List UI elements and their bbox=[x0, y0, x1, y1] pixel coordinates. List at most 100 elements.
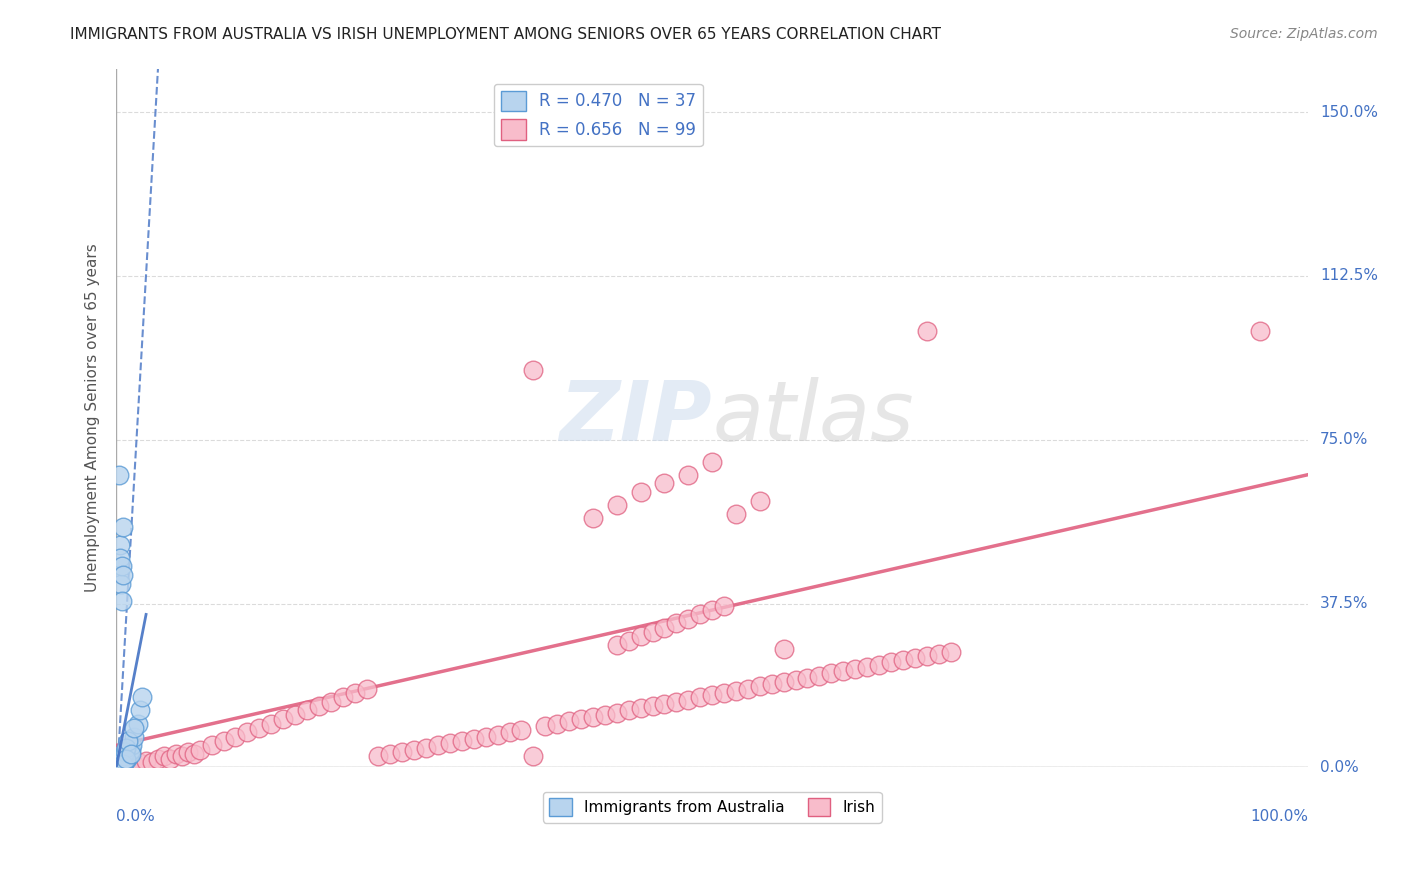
Point bbox=[582, 710, 605, 724]
Point bbox=[558, 714, 581, 729]
Point bbox=[724, 507, 747, 521]
Point bbox=[582, 511, 605, 525]
Point bbox=[808, 668, 831, 682]
Point bbox=[111, 559, 134, 574]
Point bbox=[120, 747, 142, 761]
Point bbox=[343, 686, 366, 700]
Point bbox=[856, 660, 879, 674]
Point bbox=[534, 719, 557, 733]
Point bbox=[141, 755, 163, 769]
Point bbox=[111, 568, 134, 582]
Point bbox=[772, 642, 794, 657]
Text: ZIP: ZIP bbox=[560, 377, 713, 458]
Point bbox=[678, 692, 700, 706]
Point bbox=[474, 730, 496, 744]
Point bbox=[606, 638, 628, 652]
Point bbox=[114, 754, 136, 768]
Point bbox=[486, 727, 509, 741]
Point bbox=[702, 688, 724, 702]
Text: 150.0%: 150.0% bbox=[1320, 104, 1378, 120]
Point bbox=[761, 677, 783, 691]
Point bbox=[122, 721, 145, 735]
Point bbox=[114, 751, 136, 765]
Point bbox=[617, 633, 640, 648]
Point bbox=[451, 734, 474, 748]
Point bbox=[569, 712, 592, 726]
Point bbox=[606, 706, 628, 720]
Point bbox=[114, 752, 136, 766]
Point bbox=[165, 747, 187, 761]
Point bbox=[546, 716, 568, 731]
Point bbox=[928, 647, 950, 661]
Point bbox=[820, 666, 842, 681]
Point bbox=[665, 695, 688, 709]
Point bbox=[153, 749, 176, 764]
Point bbox=[702, 603, 724, 617]
Point bbox=[904, 651, 927, 665]
Point bbox=[224, 730, 246, 744]
Text: 112.5%: 112.5% bbox=[1320, 268, 1378, 284]
Point bbox=[522, 749, 544, 764]
Y-axis label: Unemployment Among Seniors over 65 years: Unemployment Among Seniors over 65 years bbox=[86, 244, 100, 592]
Text: Source: ZipAtlas.com: Source: ZipAtlas.com bbox=[1230, 27, 1378, 41]
Point bbox=[939, 644, 962, 658]
Point bbox=[110, 756, 132, 770]
Point bbox=[678, 467, 700, 482]
Point bbox=[114, 745, 136, 759]
Point bbox=[891, 653, 914, 667]
Point bbox=[737, 681, 759, 696]
Point bbox=[159, 752, 181, 766]
Point bbox=[146, 751, 169, 765]
Point bbox=[713, 599, 735, 613]
Point bbox=[108, 467, 131, 482]
Point bbox=[111, 594, 134, 608]
Point bbox=[702, 454, 724, 468]
Point bbox=[1249, 324, 1271, 338]
Point bbox=[112, 756, 135, 771]
Point bbox=[713, 686, 735, 700]
Legend: Immigrants from Australia, Irish: Immigrants from Australia, Irish bbox=[543, 792, 882, 822]
Point bbox=[641, 624, 664, 639]
Point bbox=[112, 520, 135, 534]
Point bbox=[236, 725, 259, 739]
Point bbox=[284, 707, 307, 722]
Point bbox=[404, 743, 426, 757]
Point bbox=[112, 754, 135, 768]
Point bbox=[117, 758, 139, 772]
Point bbox=[122, 730, 145, 744]
Point bbox=[129, 704, 152, 718]
Point bbox=[112, 749, 135, 764]
Point bbox=[880, 656, 903, 670]
Point bbox=[110, 577, 132, 591]
Text: IMMIGRANTS FROM AUSTRALIA VS IRISH UNEMPLOYMENT AMONG SENIORS OVER 65 YEARS CORR: IMMIGRANTS FROM AUSTRALIA VS IRISH UNEMP… bbox=[70, 27, 941, 42]
Point bbox=[391, 745, 413, 759]
Point bbox=[380, 747, 402, 761]
Point bbox=[654, 620, 676, 634]
Point bbox=[212, 734, 235, 748]
Point bbox=[110, 550, 132, 565]
Point bbox=[122, 756, 145, 771]
Point bbox=[308, 699, 330, 714]
Point bbox=[111, 758, 134, 772]
Point bbox=[110, 756, 132, 771]
Point bbox=[271, 712, 294, 726]
Point bbox=[107, 759, 129, 773]
Point bbox=[332, 690, 354, 705]
Point bbox=[748, 680, 770, 694]
Point bbox=[522, 363, 544, 377]
Point bbox=[665, 616, 688, 631]
Point bbox=[135, 754, 157, 768]
Point bbox=[201, 739, 224, 753]
Point bbox=[319, 695, 342, 709]
Point bbox=[115, 751, 138, 765]
Point bbox=[439, 736, 461, 750]
Point bbox=[772, 675, 794, 690]
Point bbox=[260, 716, 283, 731]
Point bbox=[606, 498, 628, 512]
Point bbox=[617, 704, 640, 718]
Point bbox=[111, 759, 134, 773]
Point bbox=[129, 756, 152, 770]
Text: 75.0%: 75.0% bbox=[1320, 433, 1368, 447]
Point bbox=[111, 756, 134, 771]
Point bbox=[844, 662, 866, 676]
